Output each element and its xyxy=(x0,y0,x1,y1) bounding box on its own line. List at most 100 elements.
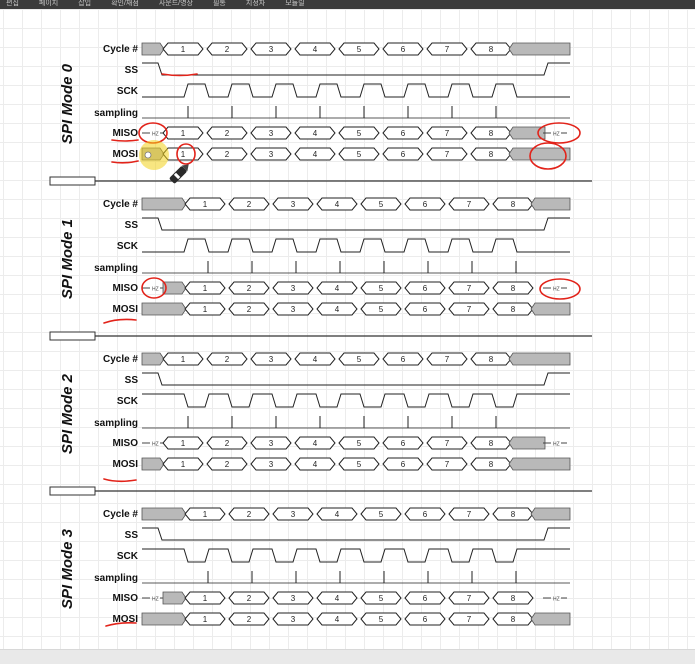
menu-item[interactable]: 지정자 xyxy=(245,0,266,7)
pointer-highlight xyxy=(139,140,169,170)
pen-body xyxy=(169,166,187,184)
cycle-bit-2 xyxy=(228,197,270,211)
mosi-bit-2 xyxy=(206,147,248,161)
miso-bit-label: 7 xyxy=(445,129,450,138)
miso-bit-label: 3 xyxy=(291,284,296,293)
mode-title: SPI Mode 0 xyxy=(59,63,76,144)
annotation-mosi-underline xyxy=(111,160,139,164)
cycle-bit-2 xyxy=(206,42,248,56)
mosi-bit-4 xyxy=(294,457,336,471)
annotation-mode3-mosi-underline xyxy=(105,622,137,627)
cycle-bit-label: 4 xyxy=(335,200,340,209)
cycle-bit-label: 5 xyxy=(379,510,384,519)
cycle-bit-4 xyxy=(316,197,358,211)
mosi-bit-label: 4 xyxy=(313,460,318,469)
annotation-mosi-tail-circle xyxy=(529,142,567,170)
row-label-sck: SCK xyxy=(117,241,139,252)
row-label-sampling: sampling xyxy=(94,573,138,584)
mosi-bit-label: 7 xyxy=(445,460,450,469)
section-tab xyxy=(49,486,96,496)
cycle-bit-6 xyxy=(382,352,424,366)
miso-bit-8 xyxy=(492,281,534,295)
miso-bit-4 xyxy=(316,591,358,605)
cycle-bit-7 xyxy=(448,507,490,521)
miso-bit-label: 1 xyxy=(181,439,186,448)
mosi-lead-fill xyxy=(141,457,165,471)
miso-bit-6 xyxy=(404,591,446,605)
annotation-miso-underline xyxy=(111,139,139,142)
pen-tip xyxy=(181,164,189,172)
miso-bit-label: 7 xyxy=(467,284,472,293)
miso-bit-5 xyxy=(360,281,402,295)
app-menubar: 편집 페이지 삽입 확인/채점 사운드/영상 필통 지정자 모듈릴 xyxy=(0,0,695,9)
row-label-ss: SS xyxy=(125,65,139,76)
miso-bit-label: 6 xyxy=(401,439,406,448)
cycle-bit-6 xyxy=(382,42,424,56)
highlight-circle xyxy=(139,140,169,170)
annotation-mode1-mosi-underline xyxy=(103,318,137,324)
mosi-bit-label: 5 xyxy=(379,305,384,314)
mosi-bit-label: 5 xyxy=(357,460,362,469)
annotation-mosi-bit1-circle xyxy=(176,143,196,165)
miso-trail-fill xyxy=(508,126,546,140)
miso-bit-label: 5 xyxy=(379,284,384,293)
cycle-bit-3 xyxy=(272,197,314,211)
miso-bit-label: 5 xyxy=(357,439,362,448)
cycle-bit-label: 8 xyxy=(489,45,494,54)
miso-hiz-left-label: HZ xyxy=(152,597,159,603)
mosi-bit-label: 6 xyxy=(401,150,406,159)
cycle-bit-label: 5 xyxy=(357,355,362,364)
row-label-cycle: Cycle # xyxy=(103,199,138,210)
menu-item[interactable]: 페이지 xyxy=(38,0,59,7)
cycle-bit-label: 3 xyxy=(269,355,274,364)
ss-waveform xyxy=(142,527,570,541)
mosi-bit-1 xyxy=(184,302,226,316)
cycle-bit-label: 2 xyxy=(247,510,252,519)
cycle-bit-label: 5 xyxy=(357,45,362,54)
miso-bit-label: 5 xyxy=(357,129,362,138)
miso-hiz-left-label: HZ xyxy=(152,287,159,293)
mosi-bit-label: 8 xyxy=(511,305,516,314)
menu-item[interactable]: 삽입 xyxy=(78,0,92,7)
row-label-miso: MISO xyxy=(112,128,138,139)
cycle-bit-4 xyxy=(294,352,336,366)
row-label-sck: SCK xyxy=(117,86,139,97)
miso-bit-label: 2 xyxy=(247,284,252,293)
cycle-bit-label: 7 xyxy=(445,355,450,364)
miso-hiz-right-label: HZ xyxy=(553,287,560,293)
row-label-miso: MISO xyxy=(112,283,138,294)
miso-bit-2 xyxy=(228,591,270,605)
menu-item[interactable]: 사운드/영상 xyxy=(158,0,193,7)
miso-bit-2 xyxy=(206,436,248,450)
cycle-right-fill xyxy=(508,352,571,366)
row-label-sampling: sampling xyxy=(94,108,138,119)
mosi-bit-2 xyxy=(228,302,270,316)
row-label-sck: SCK xyxy=(117,396,139,407)
menu-item[interactable]: 편집 xyxy=(6,0,19,7)
cycle-left-fill xyxy=(141,197,187,211)
cycle-bit-5 xyxy=(338,42,380,56)
miso-hiz-left-label: HZ xyxy=(152,442,159,448)
row-label-sck: SCK xyxy=(117,551,139,562)
menu-item[interactable]: 필통 xyxy=(212,0,226,7)
mode-section-1: SPI Mode 1 Cycle # SS SCK sampling MISO MOSI 1 2… xyxy=(49,176,592,316)
mosi-bit-label: 6 xyxy=(423,615,428,624)
sck-waveform xyxy=(142,393,570,408)
miso-bit-7 xyxy=(426,436,468,450)
mosi-bit-label: 1 xyxy=(181,460,186,469)
mosi-bit-label: 8 xyxy=(489,460,494,469)
row-label-sampling: sampling xyxy=(94,263,138,274)
cycle-right-fill xyxy=(508,42,571,56)
mode-title: SPI Mode 1 xyxy=(59,219,76,299)
miso-lead-fill xyxy=(162,281,187,295)
miso-bit-6 xyxy=(404,281,446,295)
menu-item[interactable]: 확인/채점 xyxy=(111,0,139,7)
cycle-bit-5 xyxy=(338,352,380,366)
mosi-bit-5 xyxy=(360,302,402,316)
section-tab xyxy=(49,176,96,186)
row-label-miso: MISO xyxy=(112,438,138,449)
menu-item[interactable]: 모듈릴 xyxy=(285,0,305,7)
cycle-bit-4 xyxy=(294,42,336,56)
cycle-bit-6 xyxy=(404,197,446,211)
